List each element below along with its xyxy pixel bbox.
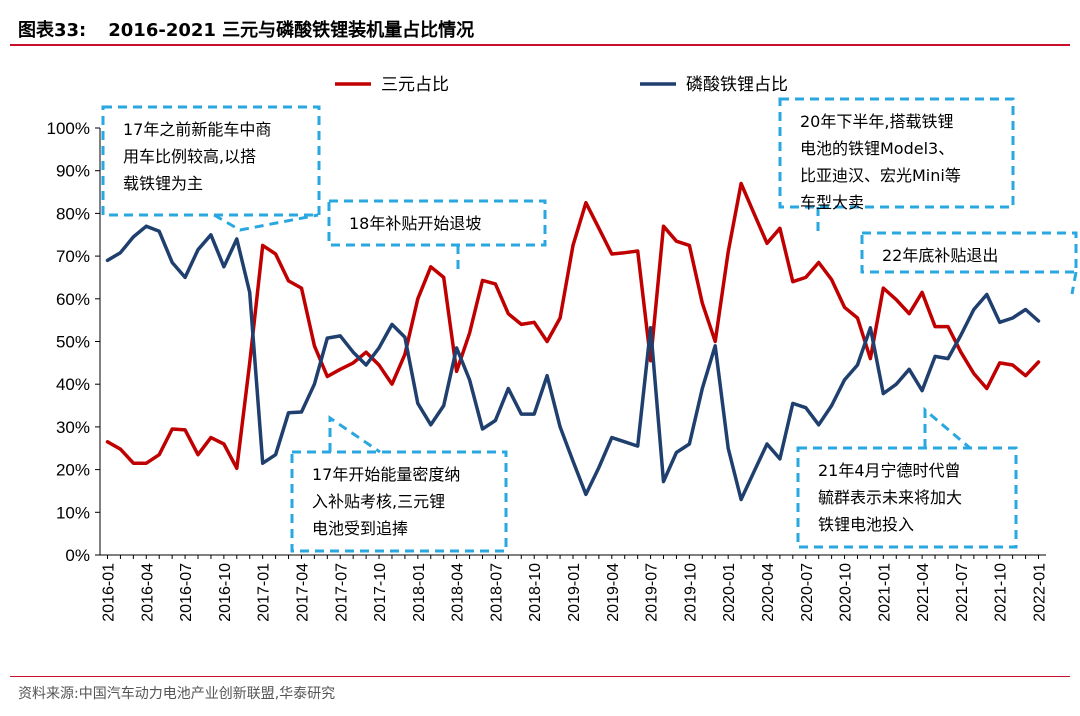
source-note: 资料来源:中国汽车动力电池产业创新联盟,华泰研究 bbox=[18, 686, 336, 702]
y-tick-label: 80% bbox=[56, 204, 90, 223]
y-tick-label: 10% bbox=[56, 503, 90, 522]
x-tick-label: 2017-01 bbox=[256, 563, 273, 622]
annotation-box bbox=[101, 105, 321, 217]
x-tick-label: 2016-04 bbox=[139, 563, 156, 622]
x-tick-label: 2018-04 bbox=[450, 563, 467, 622]
x-tick-label: 2019-01 bbox=[566, 563, 583, 622]
y-tick-label: 70% bbox=[56, 247, 90, 266]
legend-label: 磷酸铁锂占比 bbox=[686, 75, 788, 95]
annotation-callout: 22年底补贴退出 bbox=[860, 231, 1078, 295]
x-tick-label: 2018-07 bbox=[488, 563, 505, 622]
x-tick-label: 2020-07 bbox=[799, 563, 816, 622]
title-rule bbox=[10, 44, 1070, 46]
x-tick-label: 2019-10 bbox=[682, 563, 699, 622]
x-tick-label: 2016-01 bbox=[101, 563, 118, 622]
annotation-text: 17年之前新能车中商 bbox=[123, 120, 271, 139]
annotation-box bbox=[290, 450, 508, 553]
annotation-text: 比亚迪汉、宏光Mini等 bbox=[800, 166, 961, 185]
x-tick-label: 2020-10 bbox=[838, 563, 855, 622]
x-tick-label: 2017-04 bbox=[294, 563, 311, 622]
chart-axes: 0% 10% 20% 30% 40% 50% 60% 70% 80% 90% 100% 2016-01… bbox=[47, 119, 1049, 622]
x-tick-label: 2021-04 bbox=[915, 563, 932, 622]
chart-series bbox=[105, 181, 1041, 502]
figure-number: 图表33: bbox=[18, 20, 87, 41]
annotation-pointer bbox=[923, 406, 971, 450]
annotation-text: 20年下半年,搭载铁锂 bbox=[800, 112, 953, 131]
annotation-text: 铁锂电池投入 bbox=[818, 515, 914, 534]
annotation-text: 21年4月宁德时代曾 bbox=[818, 461, 961, 480]
x-tick-label: 2017-07 bbox=[333, 563, 350, 622]
annotation-pointer bbox=[328, 415, 381, 454]
x-tick-label: 2019-07 bbox=[644, 563, 661, 622]
annotation-text: 车型大卖 bbox=[800, 193, 864, 212]
figure-header: 图表33: 2016-2021 三元与磷酸铁锂装机量占比情况 bbox=[0, 0, 1080, 46]
annotation-pointer bbox=[1070, 271, 1078, 295]
x-tick-label: 2018-01 bbox=[411, 563, 428, 622]
annotation-text: 电池的铁锂Model3、 bbox=[800, 139, 954, 158]
series-lfp-line bbox=[105, 224, 1041, 502]
annotation-box bbox=[860, 231, 1078, 274]
x-tick-label: 2021-01 bbox=[876, 563, 893, 622]
annotation-text: 毓群表示未来将加大 bbox=[818, 488, 962, 507]
y-tick-label: 50% bbox=[56, 333, 90, 352]
x-tick-label: 2021-07 bbox=[954, 563, 971, 622]
annotation-box bbox=[327, 199, 547, 247]
x-tick-label: 2018-10 bbox=[527, 563, 544, 622]
y-tick-label: 40% bbox=[56, 375, 90, 394]
x-tick-label: 2022-01 bbox=[1032, 563, 1049, 622]
x-tick-label: 2016-10 bbox=[217, 563, 234, 622]
footer-rule bbox=[10, 676, 1070, 677]
legend-label: 三元占比 bbox=[381, 75, 449, 95]
figure-title-text: 2016-2021 三元与磷酸铁锂装机量占比情况 bbox=[108, 20, 475, 41]
annotation-callout: 18年补贴开始退坡 bbox=[327, 199, 547, 275]
series-ternary-line bbox=[105, 181, 1041, 471]
annotation-text: 入补贴考核,三元锂 bbox=[312, 492, 445, 511]
figure-title: 图表33: 2016-2021 三元与磷酸铁锂装机量占比情况 bbox=[18, 16, 474, 42]
x-tick-label: 2016-07 bbox=[178, 563, 195, 622]
y-tick-label: 90% bbox=[56, 162, 90, 181]
chart-legend: 三元占比 磷酸铁锂占比 bbox=[335, 75, 788, 95]
y-tick-label: 100% bbox=[47, 119, 90, 138]
y-tick-label: 60% bbox=[56, 290, 90, 309]
annotation-text: 18年补贴开始退坡 bbox=[349, 214, 481, 233]
x-tick-label: 2021-10 bbox=[993, 563, 1010, 622]
x-tick-label: 2017-10 bbox=[372, 563, 389, 622]
y-tick-label: 30% bbox=[56, 418, 90, 437]
y-tick-label: 0% bbox=[65, 546, 90, 565]
annotation-text: 电池受到追捧 bbox=[312, 519, 408, 538]
x-tick-label: 2020-04 bbox=[760, 563, 777, 622]
y-tick-label: 20% bbox=[56, 461, 90, 480]
annotation-box bbox=[796, 446, 1018, 549]
annotation-pointer bbox=[213, 213, 319, 232]
annotation-text: 载铁锂为主 bbox=[123, 174, 203, 193]
x-tick-label: 2019-04 bbox=[605, 563, 622, 622]
x-tick-label: 2020-01 bbox=[721, 563, 738, 622]
annotation-text: 17年开始能量密度纳 bbox=[312, 465, 460, 484]
annotation-box bbox=[778, 97, 1015, 209]
annotation-text: 22年底补贴退出 bbox=[882, 246, 998, 265]
annotation-text: 用车比例较高,以搭 bbox=[123, 147, 256, 166]
